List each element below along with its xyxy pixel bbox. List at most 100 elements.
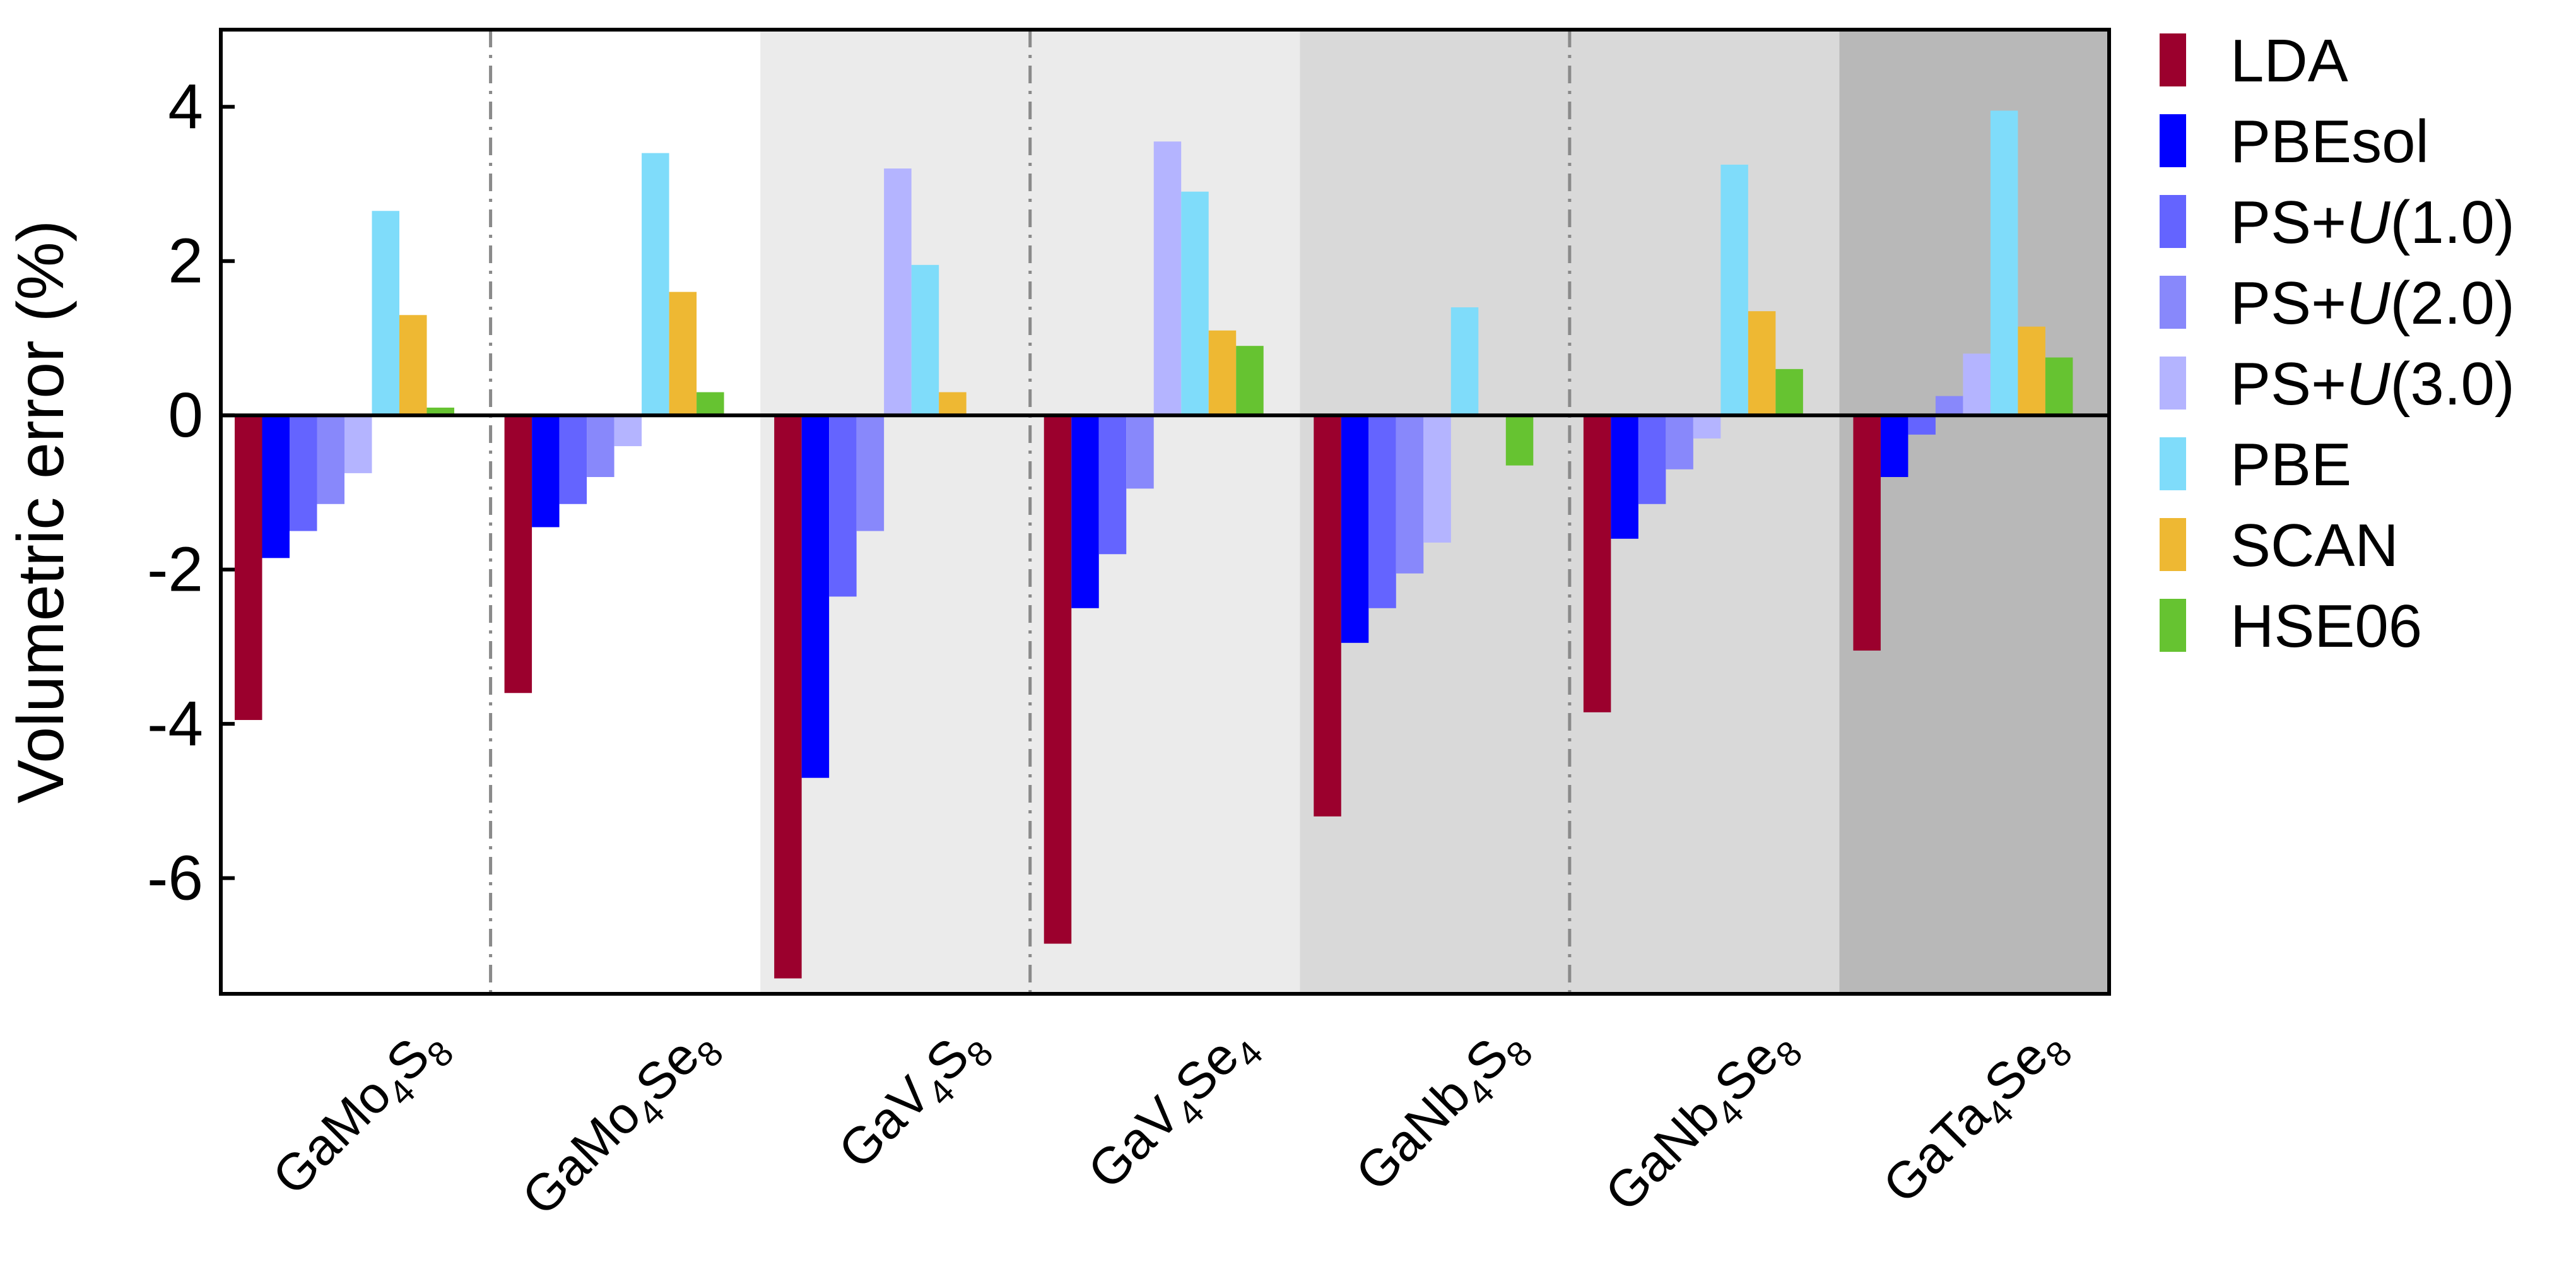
x-tick-label: GaMo4S8 [262, 1014, 461, 1213]
bar-pbe [1720, 164, 1748, 416]
legend-swatch [2160, 599, 2186, 652]
bar-hse06 [1775, 369, 1803, 416]
bar-lda [235, 415, 262, 721]
legend-item: PS+U(1.0) [2160, 189, 2515, 256]
legend-label: PS+U(1.0) [2230, 189, 2515, 256]
bar-pbe [1990, 110, 2018, 416]
bar-ps-u-3-0 [1423, 415, 1451, 543]
bar-pbesol [1880, 415, 1908, 477]
legend-item: PBEsol [2160, 108, 2429, 175]
svg-text:GaMo4Se8: GaMo4Se8 [512, 1014, 731, 1233]
bar-scan [1748, 311, 1776, 416]
bar-ps-u-3-0 [614, 415, 642, 447]
legend-item: LDA [2160, 27, 2348, 95]
legend-swatch [2160, 114, 2186, 167]
legend-label: LDA [2230, 27, 2348, 95]
bar-ps-u-2-0 [856, 415, 885, 531]
x-tick-label: GaNb4S8 [1345, 1014, 1540, 1209]
bar-ps-u-1-0 [829, 415, 857, 597]
bar-pbe [372, 211, 399, 416]
y-tick-label: -6 [147, 843, 203, 914]
x-axis-labels: GaMo4S8 GaMo4Se8 GaV4S8 GaV4Se4 GaNb4S8 GaNb4… [262, 1014, 2079, 1233]
x-tick-label: GaTa4Se8 [1873, 1014, 2079, 1221]
bar-ps-u-2-0 [1126, 415, 1154, 489]
x-tick-label: GaV4Se4 [1078, 1014, 1271, 1207]
bar-ps-u-2-0 [317, 415, 344, 504]
bar-scan [1208, 330, 1237, 416]
x-tick-label: GaV4S8 [828, 1014, 1000, 1186]
bar-pbesol [1071, 415, 1099, 608]
bar-ps-u-2-0 [1935, 396, 1963, 416]
bar-lda [774, 415, 802, 979]
bar-ps-u-1-0 [1638, 415, 1666, 504]
bar-ps-u-2-0 [587, 415, 615, 477]
bar-lda [1583, 415, 1611, 712]
bar-ps-u-3-0 [1153, 141, 1182, 416]
bar-lda [504, 415, 532, 693]
legend-swatch [2160, 33, 2186, 86]
bar-lda [1853, 415, 1881, 651]
bar-lda [1044, 415, 1072, 944]
legend-item: PS+U(3.0) [2160, 350, 2515, 418]
bars [235, 110, 2073, 979]
bar-scan [2018, 326, 2045, 416]
svg-text:GaNb4S8: GaNb4S8 [1345, 1014, 1540, 1209]
legend-label: HSE06 [2230, 593, 2422, 660]
x-tick-label: GaMo4Se8 [512, 1014, 731, 1233]
bar-scan [939, 392, 967, 416]
bar-pbe [911, 264, 939, 416]
svg-text:GaV4S8: GaV4S8 [828, 1014, 1000, 1186]
y-tick-label: 0 [168, 380, 203, 451]
bar-hse06 [1505, 415, 1534, 466]
legend-item: PS+U(2.0) [2160, 269, 2515, 337]
bar-pbesol [1611, 415, 1638, 539]
bar-scan [399, 315, 427, 416]
x-tick-label: GaNb4Se8 [1594, 1014, 1809, 1229]
legend-swatch [2160, 518, 2186, 571]
svg-text:GaV4Se4: GaV4Se4 [1078, 1014, 1271, 1207]
svg-text:GaMo4S8: GaMo4S8 [262, 1014, 461, 1213]
bar-pbesol [532, 415, 560, 528]
bar-ps-u-1-0 [559, 415, 587, 504]
legend-item: SCAN [2160, 512, 2399, 579]
y-tick-label: -2 [147, 534, 203, 605]
category-background [1839, 30, 2109, 994]
y-tick-label: 2 [168, 226, 203, 297]
y-axis: 4 2 0 -2 -4 -6 [147, 71, 235, 914]
bar-hse06 [426, 407, 454, 416]
legend-item: HSE06 [2160, 593, 2422, 660]
legend: LDA PBEsol PS+U(1.0) PS+U(2.0) PS+U(3.0) PBE S… [2160, 27, 2515, 660]
bar-pbesol [801, 415, 830, 778]
bar-ps-u-3-0 [1693, 415, 1721, 439]
svg-text:GaTa4Se8: GaTa4Se8 [1873, 1014, 2079, 1221]
plot-frame [219, 28, 2111, 996]
category-dividers [489, 30, 1572, 994]
bar-pbe [1450, 307, 1479, 416]
legend-label: PS+U(2.0) [2230, 269, 2515, 337]
y-axis-title: Volumetric error (%) [4, 220, 78, 804]
legend-item: PBE [2160, 431, 2351, 498]
bar-ps-u-2-0 [1396, 415, 1424, 574]
bar-hse06 [2045, 357, 2073, 416]
bar-ps-u-1-0 [1098, 415, 1127, 555]
bar-ps-u-3-0 [344, 415, 372, 473]
bar-hse06 [1236, 346, 1264, 416]
bar-pbe [642, 153, 669, 416]
y-tick-label: -4 [147, 688, 203, 759]
bar-pbesol [1341, 415, 1369, 643]
legend-label: PBE [2230, 431, 2351, 498]
bar-pbe [1181, 191, 1209, 416]
bar-ps-u-1-0 [1368, 415, 1396, 608]
legend-swatch [2160, 195, 2186, 248]
legend-swatch [2160, 437, 2186, 490]
bar-pbesol [262, 415, 290, 558]
bar-hse06 [697, 392, 724, 416]
bar-lda [1314, 415, 1341, 817]
bar-ps-u-3-0 [884, 168, 912, 416]
legend-label: PS+U(3.0) [2230, 350, 2515, 418]
bar-scan [669, 292, 697, 416]
svg-text:GaNb4Se8: GaNb4Se8 [1594, 1014, 1809, 1229]
legend-label: PBEsol [2230, 108, 2429, 175]
legend-label: SCAN [2230, 512, 2399, 579]
bar-ps-u-2-0 [1666, 415, 1693, 469]
